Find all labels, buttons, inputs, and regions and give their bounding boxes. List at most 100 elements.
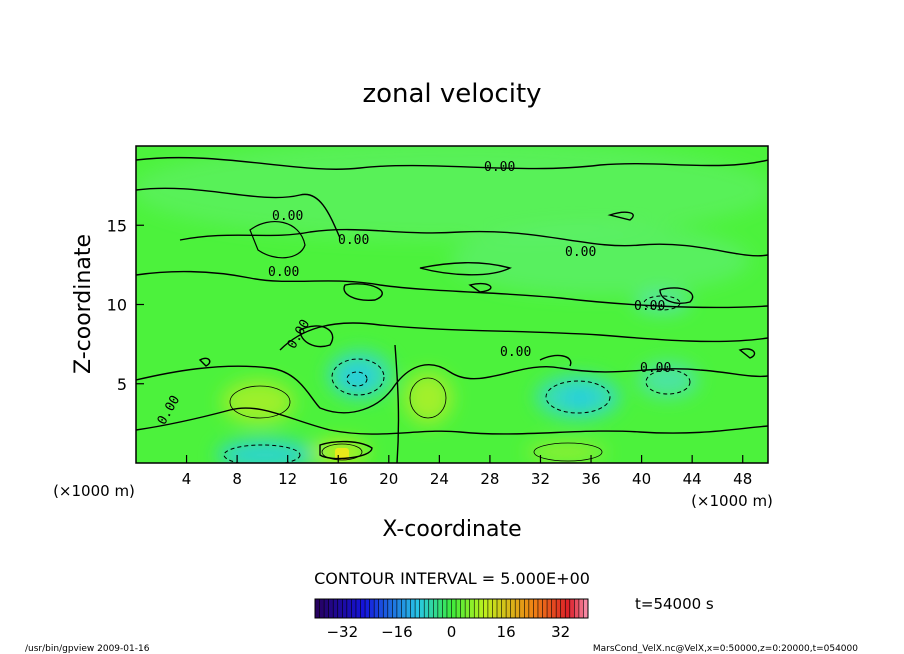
- y-axis-ticks: 5 10 15: [107, 216, 144, 394]
- x-scale-note: (×1000 m): [691, 492, 773, 510]
- colorbar-cell: [492, 599, 498, 618]
- colorbar-cell: [324, 599, 329, 618]
- colorbar-cell: [369, 599, 375, 618]
- colorbar-cells: [314, 599, 589, 618]
- colorbar-cell: [342, 599, 348, 618]
- x-tick-label: 8: [232, 470, 242, 488]
- colorbar-cell: [415, 599, 420, 618]
- contour-label: 0.00: [565, 245, 596, 260]
- contour-label: 0.00: [500, 345, 531, 360]
- contour-interval-text: CONTOUR INTERVAL = 5.000E+00: [314, 569, 590, 588]
- colorbar-cell: [565, 599, 571, 618]
- colorbar-ticks: −32 −16 0 16 32: [326, 623, 570, 641]
- time-label: t=54000 s: [635, 595, 714, 613]
- colorbar-cell: [528, 599, 534, 618]
- colorbar-cell: [419, 599, 425, 618]
- colorbar-cell: [578, 599, 584, 618]
- contour-label: 0.00: [338, 233, 369, 248]
- colorbar-cell: [469, 599, 475, 618]
- colorbar-cell: [374, 599, 379, 618]
- colorbar-tick-label: 32: [551, 623, 570, 641]
- contour-lines: [136, 156, 768, 463]
- x-axis-label: X-coordinate: [382, 517, 521, 542]
- colorbar-cell: [360, 599, 366, 618]
- x-tick-label: 24: [430, 470, 449, 488]
- colorbar-cell: [515, 599, 521, 618]
- x-tick-label: 20: [379, 470, 398, 488]
- colorbar-cell: [333, 599, 339, 618]
- colorbar-tick-label: −32: [326, 623, 358, 641]
- colorbar-cell: [478, 599, 484, 618]
- colorbar-cell: [378, 599, 384, 618]
- chart-title: zonal velocity: [362, 79, 541, 109]
- colorbar-cell: [383, 599, 389, 618]
- colorbar-cell: [456, 599, 461, 618]
- footer-right: MarsCond_VelX.nc@VelX,x=0:50000,z=0:2000…: [593, 644, 858, 654]
- colorbar-cell: [542, 599, 548, 618]
- colorbar-cell: [569, 599, 575, 618]
- contour-label: 0.00: [484, 160, 515, 175]
- colorbar-cell: [387, 599, 393, 618]
- x-tick-label: 28: [480, 470, 499, 488]
- colorbar-cell: [406, 599, 411, 618]
- colorbar-cell: [315, 599, 320, 618]
- colorbar-cell: [396, 599, 402, 618]
- colorbar-cell: [355, 599, 361, 618]
- colorbar-cell: [460, 599, 466, 618]
- colorbar-cell: [446, 599, 452, 618]
- colorbar-cell: [551, 599, 557, 618]
- y-tick-label: 15: [107, 216, 127, 235]
- x-tick-label: 32: [531, 470, 550, 488]
- contour-label: 0.00: [272, 209, 303, 224]
- colorbar-cell: [556, 599, 561, 618]
- colorbar-cell: [442, 599, 448, 618]
- colorbar-cell: [483, 599, 489, 618]
- negative-contours: [223, 295, 691, 463]
- colorbar-cell: [533, 599, 539, 618]
- colorbar-cell: [501, 599, 507, 618]
- contour-label: 0.00: [268, 265, 299, 280]
- colorbar-cell: [474, 599, 480, 618]
- colorbar-cell: [497, 599, 502, 618]
- colorbar-cell: [451, 599, 457, 618]
- colorbar-cell: [365, 599, 370, 618]
- colorbar-cell: [437, 599, 443, 618]
- colorbar-cell: [337, 599, 343, 618]
- colorbar-cell: [487, 599, 493, 618]
- colorbar-cell: [424, 599, 430, 618]
- y-tick-label: 5: [117, 375, 127, 394]
- x-tick-label: 4: [182, 470, 192, 488]
- colorbar-cell: [560, 599, 566, 618]
- colorbar-cell: [465, 599, 470, 618]
- colorbar-cell: [319, 599, 325, 618]
- colorbar-tick-label: 0: [447, 623, 457, 641]
- colorbar-cell: [433, 599, 439, 618]
- colorbar: −32 −16 0 16 32: [314, 598, 589, 641]
- x-tick-label: 44: [683, 470, 702, 488]
- colorbar-cell: [351, 599, 357, 618]
- contour-label: 0.00: [640, 361, 671, 376]
- colorbar-tick-label: −16: [381, 623, 413, 641]
- positive-contours: [229, 377, 603, 462]
- colorbar-cell: [519, 599, 525, 618]
- colorbar-cell: [410, 599, 416, 618]
- z-scale-note: (×1000 m): [53, 482, 135, 500]
- contour-label: 0.00: [634, 299, 665, 314]
- x-tick-label: 12: [278, 470, 297, 488]
- plot-area: 0.00 0.00 0.00 0.00 0.00 0.00 0.00 0.00 …: [107, 145, 769, 488]
- x-tick-label: 40: [632, 470, 651, 488]
- colorbar-cell: [346, 599, 352, 618]
- colorbar-cell: [574, 599, 580, 618]
- x-axis-ticks: 4 8 12 16 20 24 28 32 36 40 44 48: [182, 455, 752, 488]
- x-tick-label: 36: [581, 470, 600, 488]
- colorbar-tick-label: 16: [497, 623, 516, 641]
- colorbar-cell: [392, 599, 398, 618]
- x-tick-label: 48: [733, 470, 752, 488]
- colorbar-frame: [314, 598, 589, 619]
- colorbar-cell: [524, 599, 530, 618]
- colorbar-cell: [401, 599, 407, 618]
- y-axis-label: Z-coordinate: [71, 234, 96, 374]
- colorbar-cell: [583, 599, 589, 618]
- y-tick-label: 10: [107, 296, 127, 315]
